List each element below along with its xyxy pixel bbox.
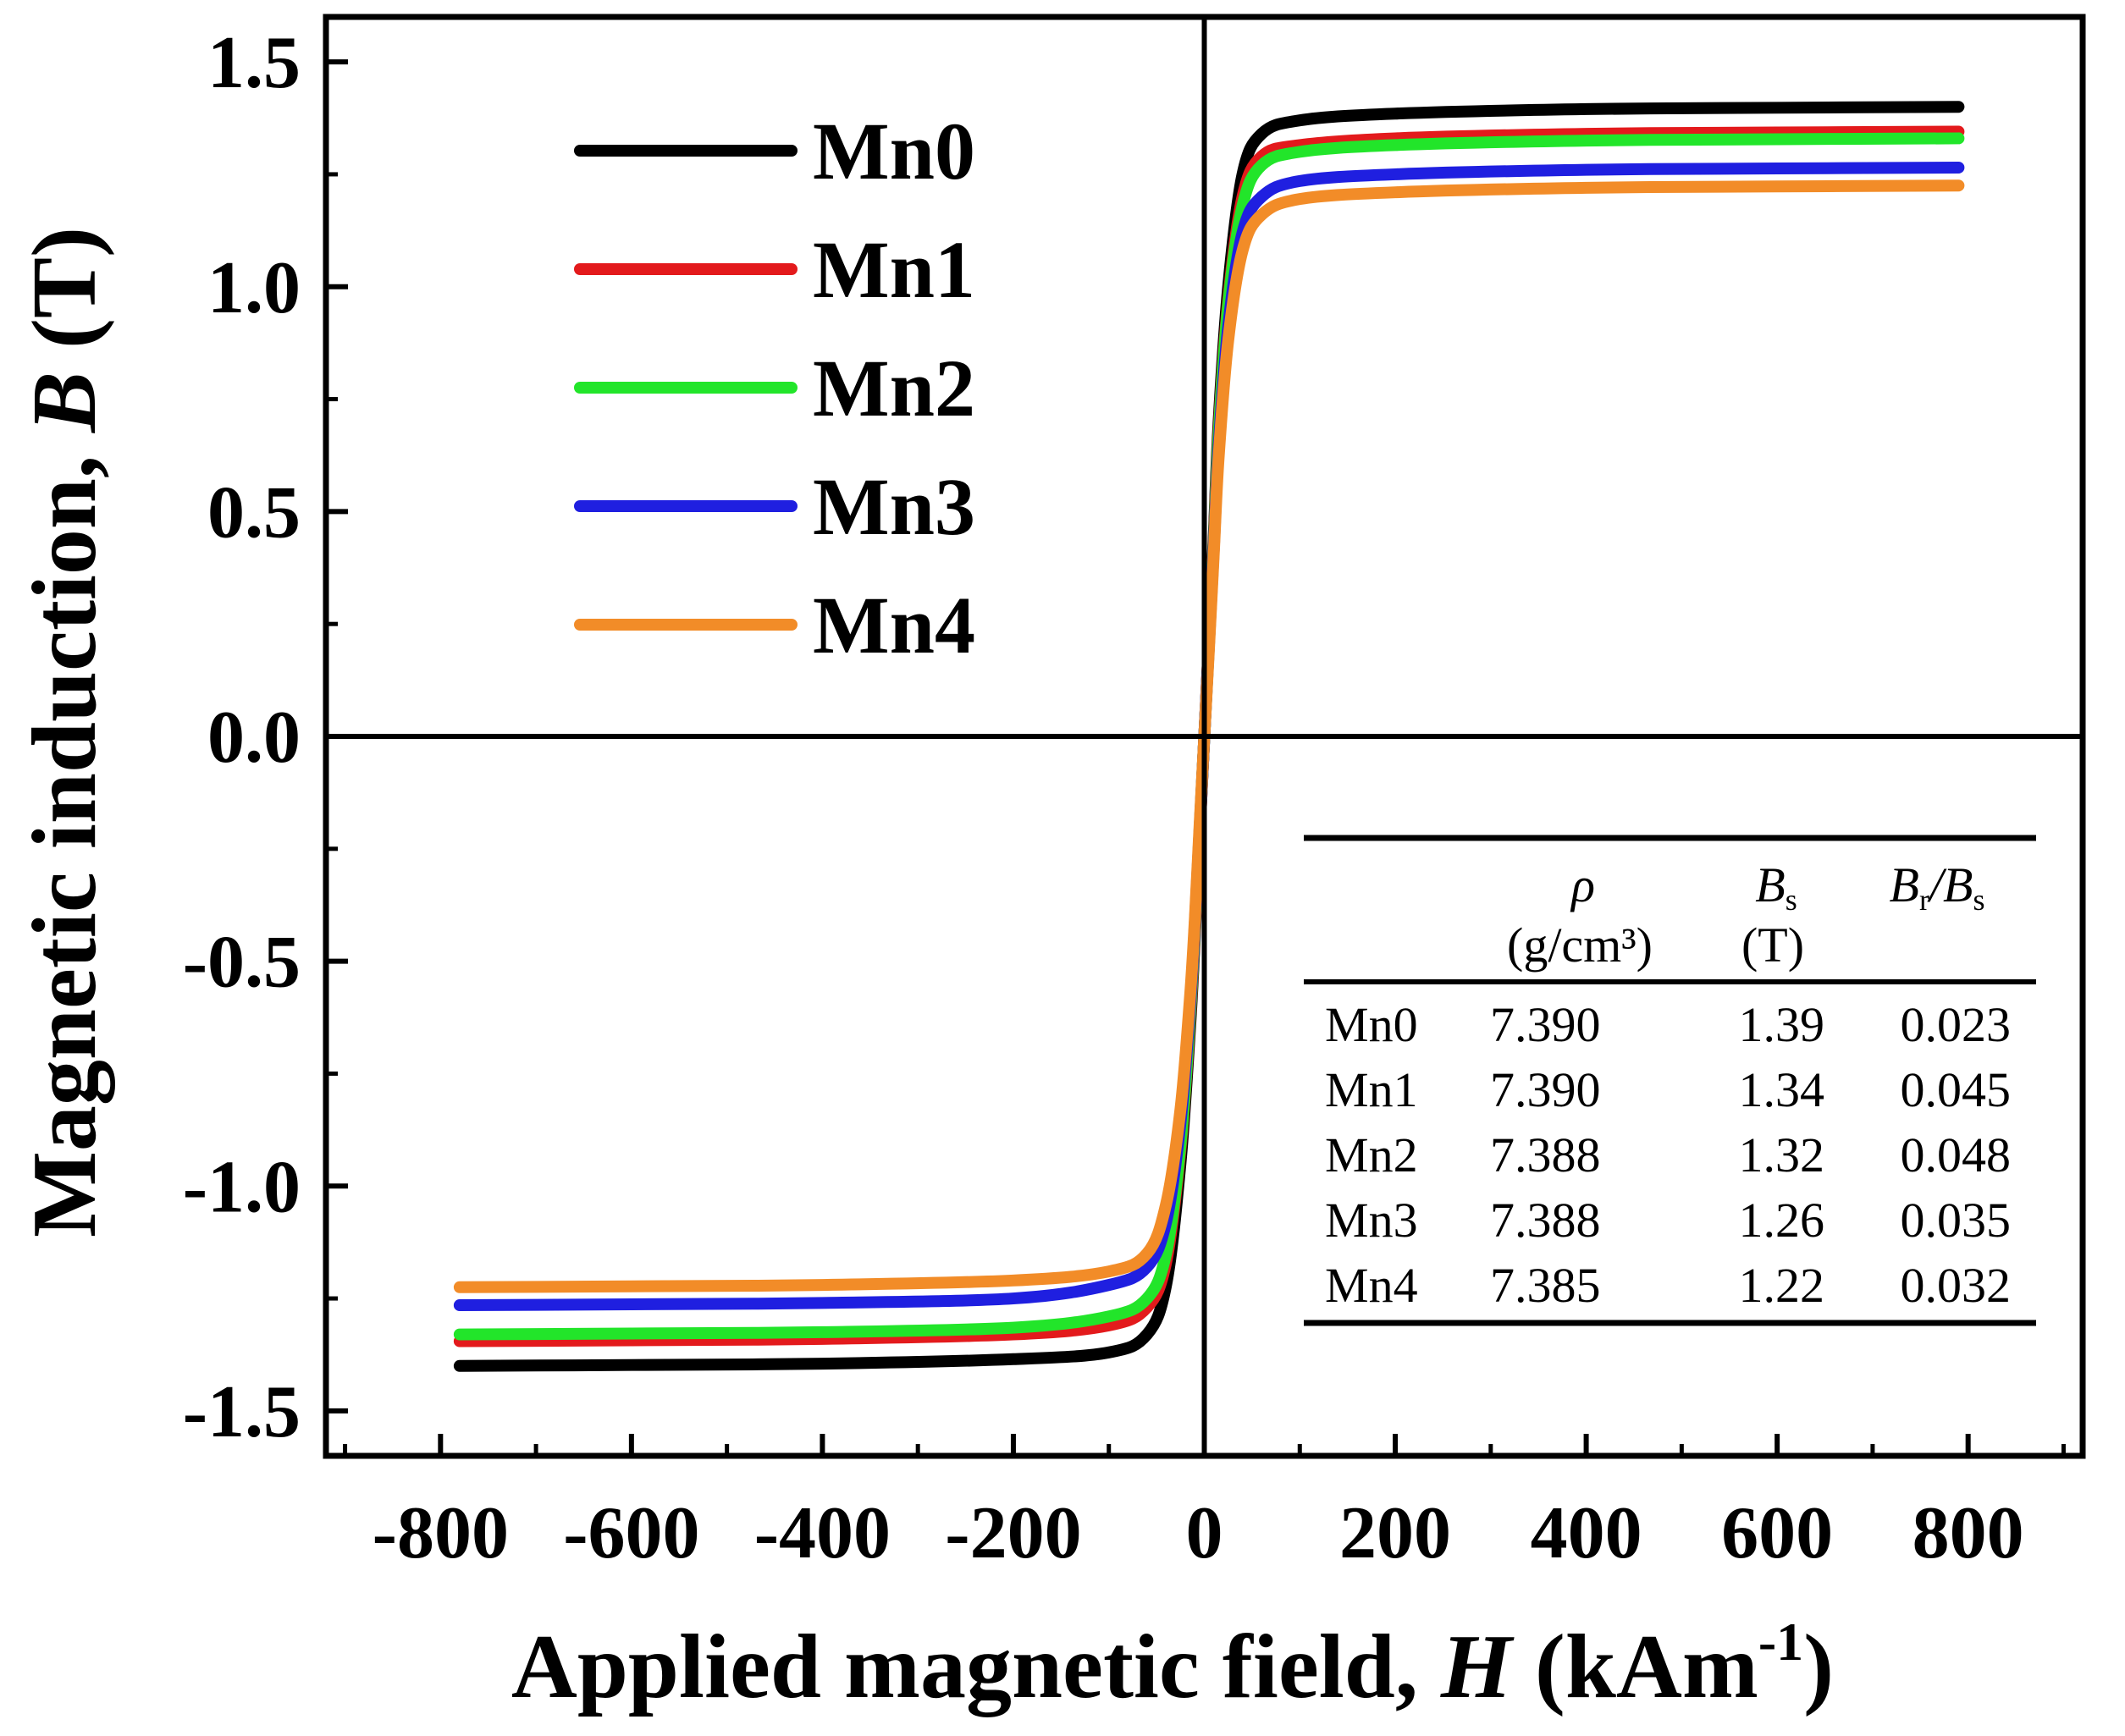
- table-cell: 7.390: [1490, 1062, 1601, 1117]
- table-cell: 0.023: [1901, 997, 2012, 1052]
- x-tick-label: 400: [1531, 1492, 1642, 1574]
- table-header-symbol: B: [1755, 857, 1785, 912]
- table-header-subscript: r: [1919, 883, 1929, 917]
- table-header-symbol: ρ: [1570, 857, 1595, 912]
- x-axis-title: Applied magnetic field, H (kAm-1): [511, 1612, 1834, 1717]
- table-cell: 0.045: [1901, 1062, 2012, 1117]
- x-axis-title-unit: (kAm: [1512, 1617, 1758, 1717]
- y-axis-title-prefix: Magnetic induction,: [14, 433, 115, 1237]
- y-tick-label: 1.5: [207, 22, 301, 104]
- x-tick-label: 0: [1186, 1492, 1223, 1574]
- legend-label-mn0: Mn0: [813, 106, 975, 196]
- table-cell: 7.390: [1490, 997, 1601, 1052]
- table-header-symbol: B: [1890, 857, 1919, 912]
- table-header-2: Br/Bs: [1890, 857, 1985, 917]
- x-tick-label: -600: [563, 1492, 699, 1574]
- legend-label-mn2: Mn2: [813, 343, 975, 433]
- y-tick-label: 1.0: [207, 247, 301, 329]
- table-header-suffix: /B: [1927, 857, 1973, 912]
- y-tick-label: -0.5: [183, 922, 301, 1004]
- axis-ticks: -800 -600 -400 -200 0 200 400 600 800 -1.5 -1.0 -0.…: [183, 22, 2066, 1574]
- x-axis-title-exponent: -1: [1758, 1612, 1803, 1672]
- table-header-unit-1: (T): [1741, 918, 1804, 973]
- table-header-0: ρ: [1570, 857, 1595, 912]
- table-cell: 1.22: [1739, 1258, 1825, 1313]
- x-tick-label: 800: [1912, 1492, 2024, 1574]
- table-cell: Mn4: [1325, 1258, 1418, 1313]
- legend-label-mn1: Mn1: [813, 224, 975, 315]
- x-axis-title-prefix: Applied magnetic field,: [511, 1617, 1441, 1717]
- y-axis-title: Magnetic induction, B (T): [14, 227, 115, 1237]
- y-axis-title-symbol: B: [14, 372, 115, 433]
- y-tick-label: 0.5: [207, 471, 301, 554]
- table-cell: 0.032: [1901, 1258, 2012, 1313]
- table-cell: 0.035: [1901, 1193, 2012, 1248]
- y-tick-label: -1.0: [183, 1146, 301, 1228]
- x-tick-label: 200: [1339, 1492, 1451, 1574]
- table-cell: Mn1: [1325, 1062, 1418, 1117]
- y-axis-title-unit: (T): [14, 227, 115, 372]
- y-tick-label: 0.0: [207, 697, 301, 779]
- x-tick-label: -200: [945, 1492, 1081, 1574]
- x-tick-label: 600: [1721, 1492, 1833, 1574]
- table-cell: 1.34: [1739, 1062, 1825, 1117]
- x-tick-label: -400: [754, 1492, 891, 1574]
- table-cell: Mn0: [1325, 997, 1418, 1052]
- table-header-1: Bs: [1755, 857, 1797, 917]
- legend-label-mn4: Mn4: [813, 580, 975, 670]
- table-header-subscript: s: [1973, 883, 1984, 917]
- table-cell: Mn2: [1325, 1127, 1418, 1182]
- x-axis-title-close: ): [1803, 1617, 1834, 1717]
- table-cell: 7.388: [1490, 1127, 1601, 1182]
- table-cell: 7.385: [1490, 1258, 1601, 1313]
- table-cell: Mn3: [1325, 1193, 1418, 1248]
- legend-label-mn3: Mn3: [813, 461, 975, 552]
- table-cell: 1.39: [1739, 997, 1825, 1052]
- y-tick-label: -1.5: [183, 1371, 301, 1453]
- x-axis-title-symbol: H: [1440, 1617, 1515, 1717]
- table-cell: 7.388: [1490, 1193, 1601, 1248]
- table-cell: 1.26: [1739, 1193, 1825, 1248]
- table-header-subscript: s: [1786, 883, 1797, 917]
- legend: Mn0 Mn1 Mn2 Mn3 Mn4: [574, 106, 975, 670]
- table-header-unit-0: (g/cm³): [1507, 918, 1653, 973]
- x-tick-label: -800: [373, 1492, 509, 1574]
- table-cell: 1.32: [1739, 1127, 1825, 1182]
- table-cell: 0.048: [1901, 1127, 2012, 1182]
